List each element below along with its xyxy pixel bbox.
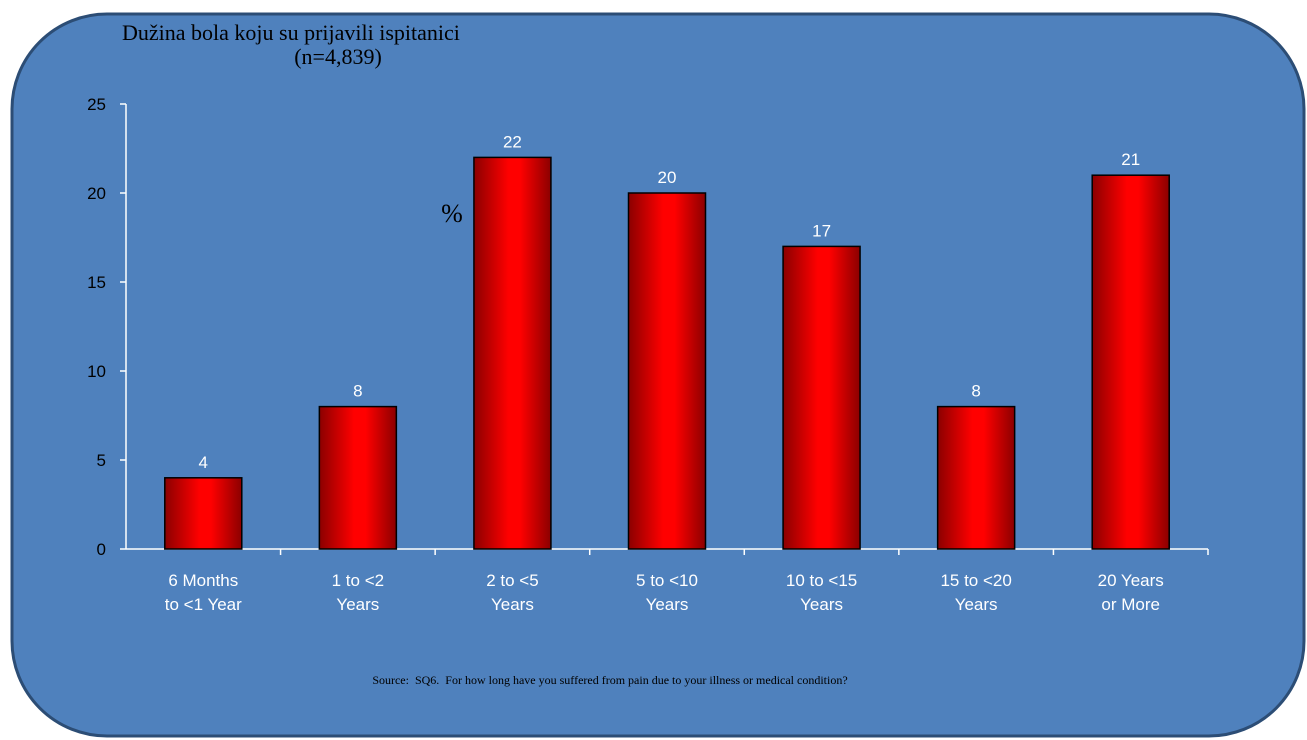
chart-subtitle: (n=4,839) <box>294 44 382 69</box>
bar <box>782 245 861 550</box>
x-tick-label: Years <box>800 595 843 614</box>
x-tick-label: 15 to <20 <box>940 571 1011 590</box>
data-label: 17 <box>812 221 831 240</box>
x-tick-label: Years <box>336 595 379 614</box>
bar <box>1091 174 1170 550</box>
y-tick-label: 15 <box>87 273 106 292</box>
x-tick-label: 5 to <10 <box>636 571 698 590</box>
x-tick-label: Years <box>646 595 689 614</box>
y-tick-label: 20 <box>87 184 106 203</box>
x-ticks <box>279 549 1209 555</box>
bar <box>164 477 243 550</box>
x-tick-label: or More <box>1101 595 1160 614</box>
bar <box>627 192 707 550</box>
bar <box>318 405 398 550</box>
source-note: Source: SQ6. For how long have you suffe… <box>372 673 847 687</box>
x-tick-label: 6 Months <box>168 571 238 590</box>
value-labels: 4 8 22 20 17 8 21 <box>199 132 1141 471</box>
y-tick-label: 10 <box>87 362 106 381</box>
data-label: 4 <box>199 453 208 472</box>
bars <box>164 156 1170 550</box>
data-label: 21 <box>1121 150 1140 169</box>
bar <box>473 156 552 550</box>
data-label: 20 <box>658 168 677 187</box>
x-tick-label: Years <box>955 595 998 614</box>
y-axis-label: % <box>441 199 463 228</box>
x-tick-label: 20 Years <box>1098 571 1164 590</box>
y-tick-label: 25 <box>87 95 106 114</box>
x-tick-label: 2 to <5 <box>486 571 538 590</box>
data-label: 8 <box>971 382 980 401</box>
y-tick-label: 5 <box>97 451 106 470</box>
x-tick-label: 1 to <2 <box>332 571 384 590</box>
category-labels: 6 Months to <1 Year 1 to <2 Years 2 to <5 Yea… <box>165 571 1164 614</box>
data-label: 8 <box>353 382 362 401</box>
x-tick-label: to <1 Year <box>165 595 242 614</box>
chart-title: Dužina bola koju su prijavili ispitanici <box>122 20 460 45</box>
x-tick-label: 10 to <15 <box>786 571 857 590</box>
x-tick-label: Years <box>491 595 534 614</box>
y-ticks: 0 5 10 15 20 25 <box>87 95 126 559</box>
data-label: 22 <box>503 132 522 151</box>
y-tick-label: 0 <box>97 540 106 559</box>
bar <box>936 405 1016 550</box>
